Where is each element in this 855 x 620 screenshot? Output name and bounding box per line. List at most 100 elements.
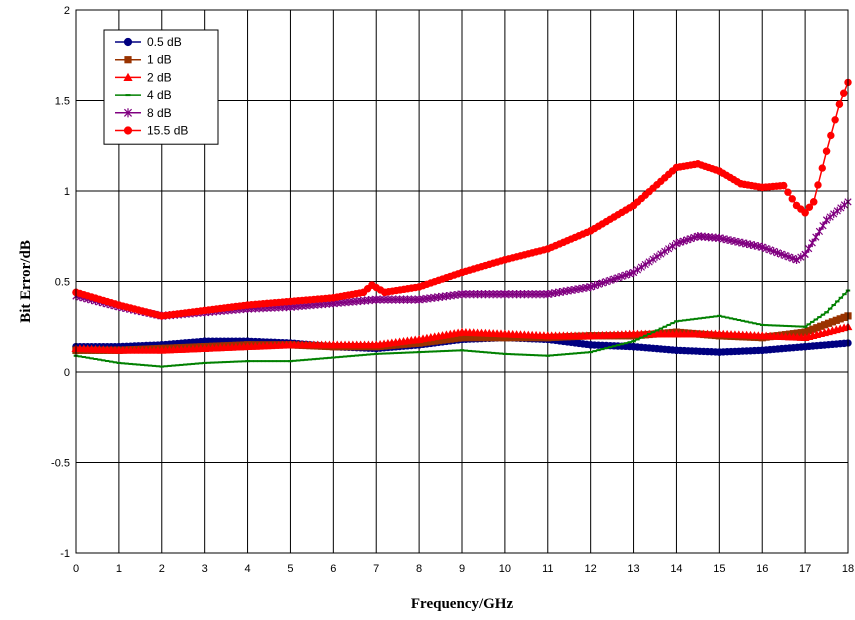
- series-marker: [497, 334, 505, 342]
- data-point: [381, 288, 389, 297]
- series-marker: [805, 203, 814, 211]
- x-tick-label: 17: [799, 563, 811, 575]
- series-marker: [594, 280, 603, 289]
- series-marker: [431, 337, 439, 345]
- series-marker: [637, 262, 645, 272]
- series-marker: [789, 254, 797, 263]
- legend-marker: [124, 56, 132, 64]
- series-marker: [824, 319, 833, 327]
- y-tick-label: -0.5: [51, 458, 70, 470]
- data-point: [372, 295, 380, 304]
- data-point: [500, 329, 510, 338]
- y-tick-label: 0.5: [55, 277, 70, 289]
- series-marker: [814, 181, 822, 189]
- series-marker: [606, 276, 614, 285]
- series-marker: [653, 252, 661, 261]
- data-point: [715, 167, 724, 175]
- series-marker: [813, 324, 821, 332]
- series-marker: [450, 334, 458, 343]
- legend-item: 4 dB: [115, 88, 172, 102]
- series-marker: [649, 255, 657, 264]
- data-point: [758, 242, 766, 252]
- x-axis-label: Frequency/GHz: [411, 596, 514, 612]
- data-point: [586, 227, 595, 235]
- series-marker: [832, 316, 840, 324]
- series-marker: [466, 334, 474, 342]
- series-marker: [812, 232, 820, 242]
- series-marker: [777, 249, 785, 259]
- data-point: [779, 181, 788, 190]
- data-point: [737, 180, 745, 188]
- data-point: [359, 288, 368, 297]
- data-point: [501, 289, 509, 299]
- data-point: [629, 329, 638, 338]
- x-tick-label: 2: [159, 563, 165, 575]
- data-point: [801, 209, 809, 217]
- legend-label: 4 dB: [147, 88, 172, 102]
- x-tick-label: 1: [116, 563, 122, 575]
- series-marker: [470, 334, 478, 342]
- data-point: [801, 342, 809, 351]
- legend-label: 15.5 dB: [147, 124, 188, 138]
- data-point: [758, 183, 766, 192]
- data-point: [368, 281, 376, 289]
- data-point: [544, 289, 552, 299]
- series-marker: [473, 334, 482, 342]
- series-marker: [661, 247, 669, 256]
- series-marker: [828, 318, 837, 326]
- series-marker: [770, 247, 778, 256]
- y-axis-label: Bit Error/dB: [18, 240, 34, 323]
- legend: 0.5 dB 1 dB 2 dB 4 dB 8 dB 15.5 dB: [103, 29, 219, 145]
- data-point: [157, 345, 167, 354]
- series-marker: [773, 248, 782, 257]
- series-marker: [435, 336, 443, 345]
- data-point: [415, 283, 423, 291]
- series-marker: [762, 244, 770, 253]
- x-tick-label: 13: [627, 563, 639, 575]
- series-marker: [840, 313, 848, 321]
- x-tick-label: 14: [670, 563, 682, 575]
- data-point: [672, 329, 681, 338]
- data-point: [587, 282, 595, 292]
- data-point: [694, 160, 702, 168]
- series-4: [73, 289, 851, 368]
- legend-item: 1 dB: [115, 53, 172, 67]
- data-point: [822, 215, 831, 225]
- x-tick-label: 9: [459, 563, 465, 575]
- series-marker: [815, 227, 824, 236]
- data-point: [809, 198, 818, 206]
- data-point: [586, 341, 595, 349]
- x-tick-label: 10: [499, 563, 511, 575]
- data-point: [800, 333, 810, 342]
- series-marker: [805, 244, 813, 253]
- data-point: [694, 232, 702, 241]
- x-tick-label: 11: [542, 563, 553, 575]
- data-point: [586, 331, 596, 340]
- series-marker: [766, 245, 774, 255]
- series-marker: [622, 270, 630, 280]
- legend-label: 0.5 dB: [147, 35, 182, 49]
- data-point: [629, 201, 638, 210]
- legend-label: 1 dB: [147, 53, 172, 67]
- series-marker: [602, 277, 610, 286]
- plot-border: [75, 9, 849, 554]
- data-point: [286, 297, 295, 306]
- series-marker: [818, 164, 826, 172]
- series-marker: [614, 273, 622, 282]
- data-point: [758, 346, 766, 354]
- data-point: [792, 255, 801, 264]
- series-marker: [493, 334, 501, 342]
- series-marker: [481, 334, 489, 342]
- x-tick-label: 8: [416, 563, 422, 575]
- x-tick-label: 16: [756, 563, 768, 575]
- series-marker: [446, 335, 454, 343]
- series-marker: [665, 244, 673, 253]
- series-marker: [819, 221, 827, 230]
- data-point: [158, 312, 166, 320]
- legend-marker: [123, 108, 133, 118]
- series-marker: [454, 334, 462, 342]
- legend-item: 0.5 dB: [115, 35, 182, 49]
- y-tick-label: -1: [60, 548, 70, 560]
- x-tick-label: 0: [73, 563, 79, 575]
- data-point: [543, 331, 553, 340]
